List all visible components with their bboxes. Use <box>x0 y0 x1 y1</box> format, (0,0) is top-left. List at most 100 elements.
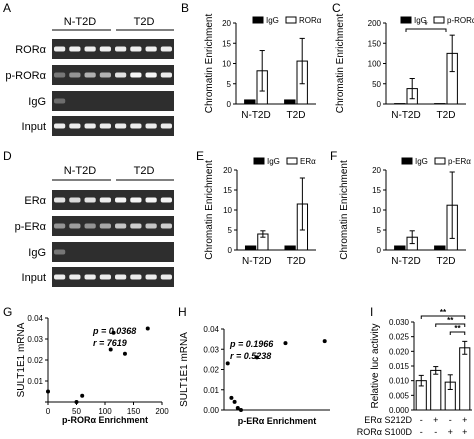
y-tick-label: 0.00 <box>203 406 219 415</box>
x-tick-label: 50 <box>72 407 81 416</box>
gel-d-group-1: N-T2D <box>64 165 96 177</box>
gel-band <box>54 249 66 255</box>
gel-a-row-label-2: p-RORα <box>5 70 46 82</box>
y-tick-label: 0.005 <box>389 391 410 400</box>
legend-swatch <box>401 157 413 165</box>
y-tick-label: 0.02 <box>27 356 43 365</box>
scatter-point <box>235 405 240 410</box>
legend: IgG p-RORα <box>400 16 474 25</box>
gel-d-row-label-2: p-ERα <box>15 221 47 233</box>
bar <box>284 245 296 251</box>
treatment-sign: - <box>420 427 423 437</box>
gel-band <box>145 46 157 52</box>
panel-letter-d: D <box>3 149 12 163</box>
scatter-point <box>111 330 116 335</box>
gel-band <box>99 72 111 78</box>
y-tick-label: 0 <box>228 246 233 255</box>
chart-panel-e: 0 5 10 15 20 Chromatin Enrichment N-T2D T2D IgG E… <box>204 157 316 267</box>
legend-label: p-RORα <box>447 16 474 25</box>
panel-letter-f: F <box>330 149 337 163</box>
scatter-point <box>46 389 50 394</box>
gel-strip <box>52 242 174 262</box>
gel-band <box>160 223 172 229</box>
y-tick-label: 20 <box>223 166 232 175</box>
legend-swatch <box>400 16 412 24</box>
gel-band <box>84 123 96 129</box>
bar <box>394 245 406 251</box>
gel-band <box>130 197 142 203</box>
panel-letter-g: G <box>3 305 12 319</box>
gel-band <box>84 72 96 78</box>
scatter-point <box>232 399 237 404</box>
gel-band <box>130 123 142 129</box>
legend-swatch <box>285 16 297 24</box>
bar <box>459 347 471 411</box>
scatter-point <box>122 351 127 356</box>
y-axis-label: Relative luc activity <box>370 323 381 408</box>
gel-band <box>145 123 157 129</box>
treatment-sign: + <box>462 427 467 437</box>
gel-band <box>54 197 66 203</box>
gel-band <box>69 46 81 52</box>
gel-band <box>69 123 81 129</box>
gel-band <box>160 72 172 78</box>
x-tick-label: T2D <box>287 256 306 267</box>
legend-swatch <box>433 16 445 24</box>
chart-panel-b: 0 5 10 15 20 Chromatin Enrichment N-T2D T2D IgG R… <box>204 14 322 121</box>
legend-label: IgG <box>267 157 280 166</box>
gel-band <box>145 197 157 203</box>
gel-band <box>84 46 96 52</box>
legend-label: IgG <box>414 16 427 25</box>
y-tick-label: 15 <box>222 39 231 48</box>
x-tick-label: 0 <box>46 407 51 416</box>
chart-panel-f: 0 5 10 15 20 Chromatin Enrichment N-T2D T2D IgG p… <box>339 157 471 267</box>
gel-band <box>160 274 172 280</box>
x-tick-label: N-T2D <box>242 256 271 267</box>
x-axis-label: p-ERα Enrichment <box>238 416 317 426</box>
significance-mark: ** <box>447 316 454 325</box>
treatment-label: RORα S100D <box>357 427 413 437</box>
gel-band <box>69 274 81 280</box>
gel-band <box>145 72 157 78</box>
y-tick-label: 15 <box>372 186 381 195</box>
y-axis-label: Chromatin Enrichment <box>204 160 215 260</box>
y-tick-label: 200 <box>368 19 382 28</box>
gel-a-row-label-4: Input <box>22 121 46 133</box>
legend: IgG p-ERα <box>401 157 471 166</box>
legend-swatch <box>286 157 298 165</box>
y-tick-label: 0.03 <box>27 335 43 344</box>
scatter-point <box>238 408 243 412</box>
legend-label: ERα <box>300 157 316 166</box>
legend: IgG ERα <box>253 157 316 166</box>
legend-swatch <box>253 157 265 165</box>
gel-band <box>99 123 111 129</box>
gel-strip <box>52 267 174 287</box>
gel-band <box>54 46 66 52</box>
y-axis-label: Chromatin Enrichment <box>335 14 346 114</box>
stat-p-value: p = 0.0368 <box>92 326 136 336</box>
y-axis-label: SULT1E1 mRNA <box>179 332 190 407</box>
gel-strip <box>52 116 174 136</box>
y-tick-label: 15 <box>223 186 232 195</box>
gel-a-group-1: N-T2D <box>64 16 96 28</box>
legend-swatch <box>434 157 446 165</box>
legend-label: IgG <box>266 16 279 25</box>
treatment-sign: + <box>433 415 438 425</box>
y-tick-label: 20 <box>372 166 381 175</box>
x-tick-label: T2D <box>437 110 456 121</box>
significance-mark: ** <box>440 308 447 317</box>
y-tick-label: 0.030 <box>389 318 410 327</box>
significance-mark: ** <box>454 324 461 333</box>
scatter-point <box>254 355 259 360</box>
gel-band <box>115 123 127 129</box>
scatter-point <box>108 347 113 352</box>
x-axis-label: p-RORα Enrichment <box>62 415 148 425</box>
y-tick-label: 10 <box>372 206 381 215</box>
panel-letter-b: B <box>181 1 189 15</box>
y-tick-label: 0.010 <box>389 377 410 386</box>
x-tick-label: T2D <box>287 110 306 121</box>
x-tick-label: N-T2D <box>241 110 270 121</box>
gel-strip <box>52 65 174 85</box>
panel-letter-i: I <box>370 305 373 319</box>
